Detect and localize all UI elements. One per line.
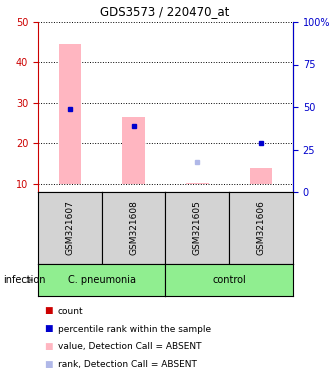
Text: ■: ■	[44, 361, 52, 369]
Text: percentile rank within the sample: percentile rank within the sample	[58, 324, 211, 333]
Bar	[59, 44, 81, 184]
Text: control: control	[213, 275, 246, 285]
Text: C. pneumonia: C. pneumonia	[68, 275, 136, 285]
Text: GSM321608: GSM321608	[129, 200, 138, 255]
Text: GSM321605: GSM321605	[193, 200, 202, 255]
Bar	[122, 117, 145, 184]
Text: GSM321607: GSM321607	[65, 200, 74, 255]
Text: rank, Detection Call = ABSENT: rank, Detection Call = ABSENT	[58, 361, 197, 369]
Text: ■: ■	[44, 324, 52, 333]
Text: value, Detection Call = ABSENT: value, Detection Call = ABSENT	[58, 343, 202, 351]
Bar	[186, 183, 209, 184]
Bar	[250, 168, 272, 184]
Text: ■: ■	[44, 306, 52, 316]
Text: infection: infection	[3, 275, 46, 285]
Text: count: count	[58, 306, 83, 316]
Text: ■: ■	[44, 343, 52, 351]
Text: GSM321606: GSM321606	[257, 200, 266, 255]
Text: GDS3573 / 220470_at: GDS3573 / 220470_at	[100, 5, 230, 18]
